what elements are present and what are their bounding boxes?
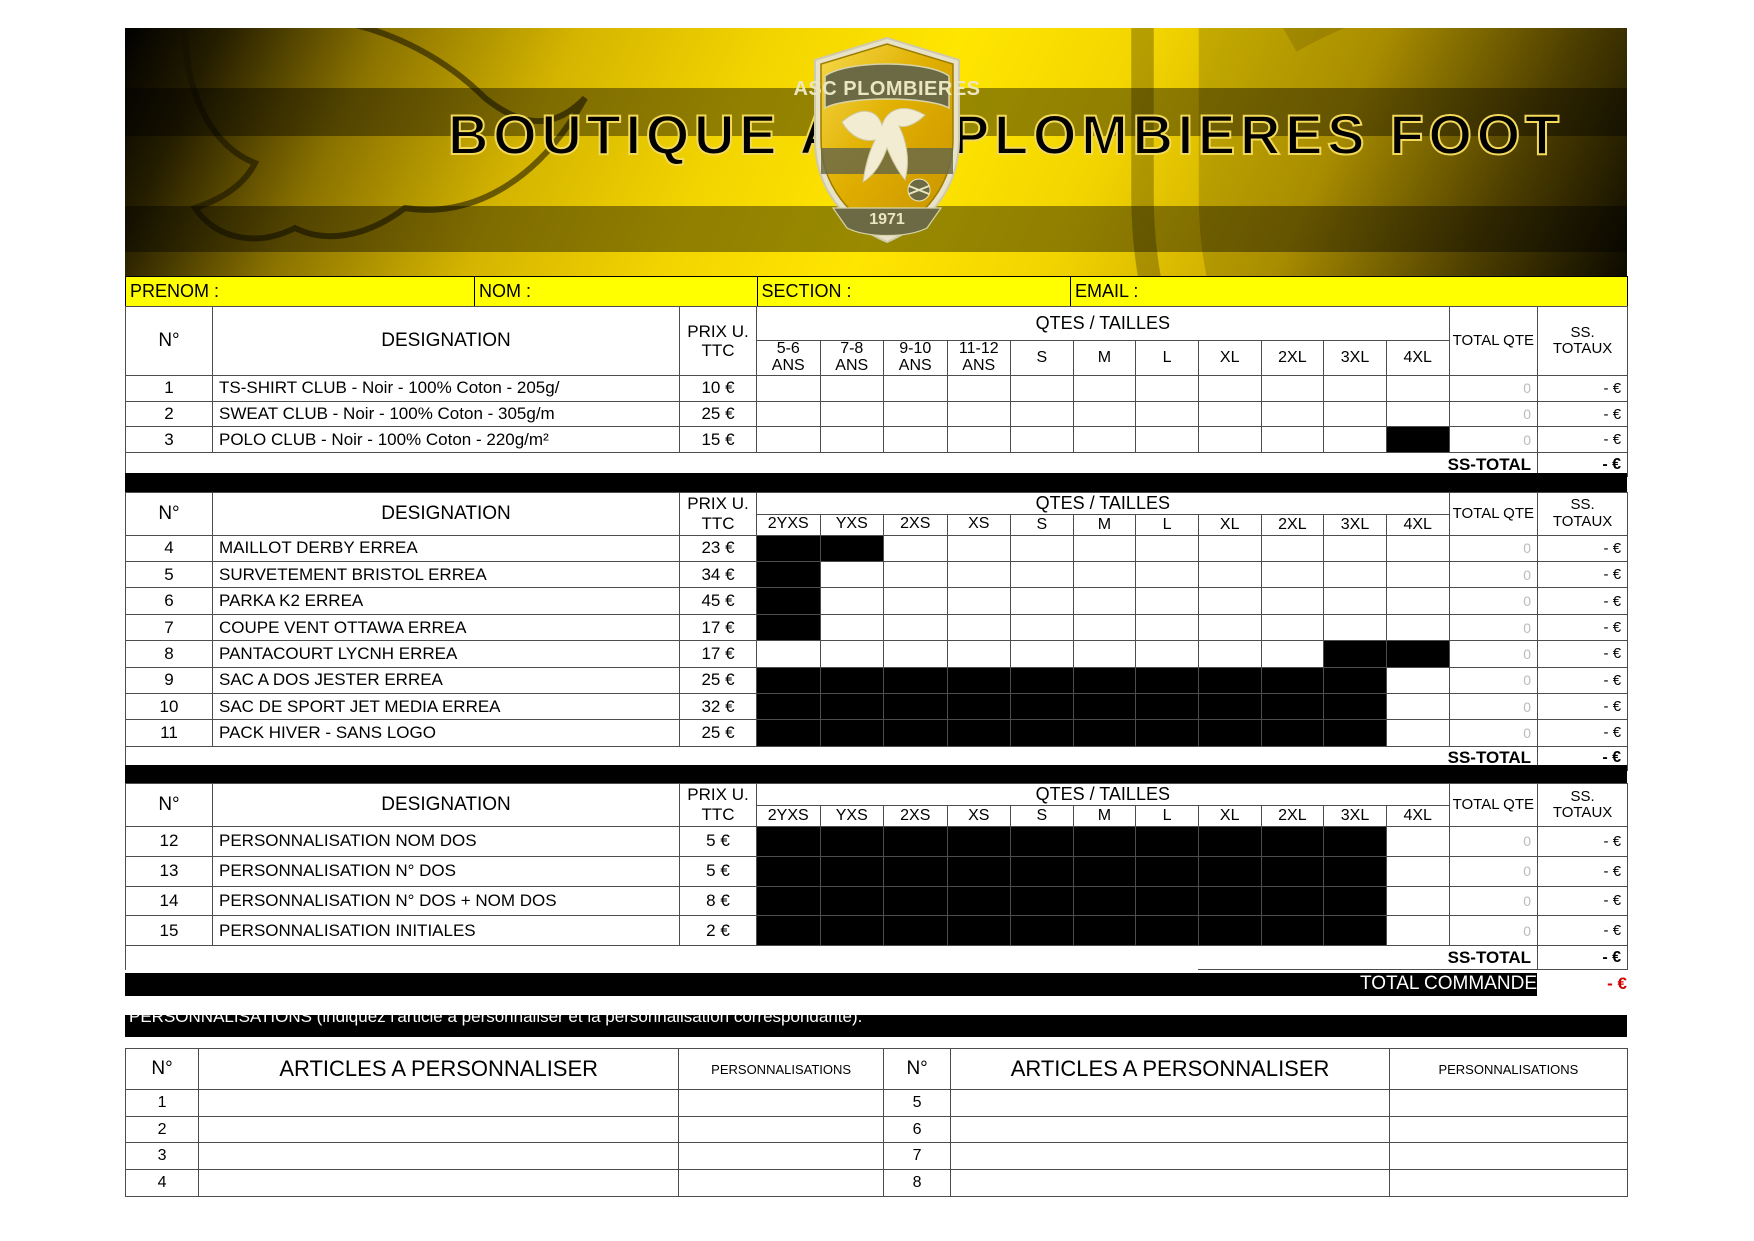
svg-text:ASC PLOMBIERES: ASC PLOMBIERES (793, 78, 980, 100)
svg-text:1971: 1971 (869, 211, 905, 228)
svg-text:ASC PLOMBIERES: ASC PLOMBIERES (1165, 28, 1627, 44)
